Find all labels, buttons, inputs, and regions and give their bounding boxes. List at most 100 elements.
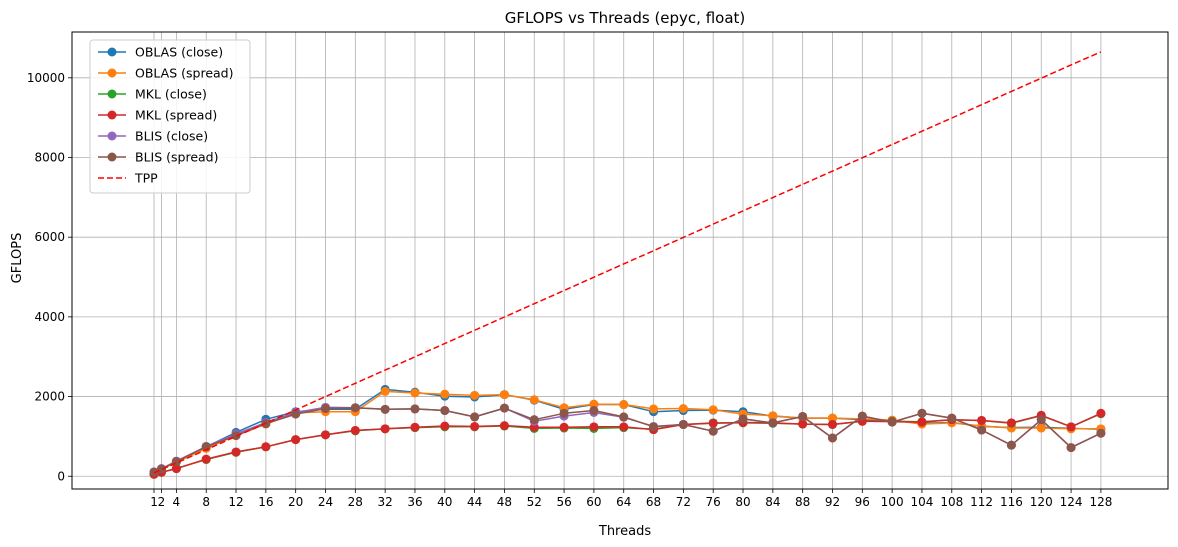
x-tick-label: 2 <box>158 495 166 509</box>
x-tick-label: 96 <box>855 495 870 509</box>
data-point <box>350 425 360 435</box>
y-axis-label: GFLOPS <box>10 233 25 284</box>
data-point <box>1006 440 1016 450</box>
data-point <box>320 430 330 440</box>
x-tick-label: 92 <box>825 495 840 509</box>
x-tick-label: 68 <box>646 495 661 509</box>
data-point <box>678 404 688 414</box>
data-point <box>738 414 748 424</box>
data-point <box>1036 415 1046 425</box>
x-tick-label: 76 <box>706 495 721 509</box>
series-5 <box>149 403 1106 477</box>
data-point <box>708 418 718 428</box>
data-point <box>380 424 390 434</box>
data-point <box>977 425 987 435</box>
data-point <box>410 388 420 398</box>
data-point <box>619 400 629 410</box>
data-point <box>440 421 450 431</box>
data-point <box>1036 423 1046 433</box>
y-tick-label: 10000 <box>27 71 65 85</box>
data-point <box>380 386 390 396</box>
legend-item: BLIS (spread) <box>98 150 218 165</box>
legend-item: OBLAS (close) <box>98 45 223 60</box>
legend-swatch-marker <box>107 110 117 120</box>
data-point <box>917 408 927 418</box>
data-point <box>350 403 360 413</box>
x-tick-label: 8 <box>202 495 210 509</box>
data-point <box>649 404 659 414</box>
x-axis-label: Threads <box>598 524 651 539</box>
data-point <box>947 413 957 423</box>
x-tick-label: 40 <box>437 495 452 509</box>
data-point <box>1096 408 1106 418</box>
data-point <box>559 422 569 432</box>
x-tick-label: 112 <box>970 495 993 509</box>
x-tick-label: 36 <box>407 495 422 509</box>
data-point <box>499 390 509 400</box>
x-tick-label: 108 <box>940 495 963 509</box>
legend-box <box>89 39 251 194</box>
data-point <box>589 399 599 409</box>
data-point <box>231 447 241 457</box>
x-tick-label: 1 <box>150 495 158 509</box>
x-tick-label: 104 <box>911 495 934 509</box>
y-tick-label: 6000 <box>34 230 65 244</box>
x-tick-label: 16 <box>258 495 273 509</box>
y-tick-label: 8000 <box>34 151 65 165</box>
data-point <box>768 411 778 421</box>
data-point <box>708 426 718 436</box>
series-6 <box>153 51 1102 474</box>
x-tick-label: 64 <box>616 495 631 509</box>
data-point <box>529 395 539 405</box>
legend-item: OBLAS (spread) <box>98 66 233 81</box>
x-tick-label: 20 <box>288 495 303 509</box>
x-tick-label: 88 <box>795 495 810 509</box>
series-layer <box>149 51 1106 479</box>
x-tick-label: 60 <box>586 495 601 509</box>
series-line <box>153 412 1102 476</box>
series-line <box>153 51 1102 474</box>
x-tick-label: 32 <box>378 495 393 509</box>
series-1 <box>149 386 1106 478</box>
x-tick-label: 116 <box>1000 495 1023 509</box>
x-tick-label: 120 <box>1030 495 1053 509</box>
x-tick-label: 44 <box>467 495 482 509</box>
data-point <box>589 406 599 416</box>
legend-label: OBLAS (spread) <box>135 66 233 81</box>
x-axis: 1 2 4 8 12 16 20 24 28 32 36 40 44 48 52 56 60 64 68 72 76 80… <box>150 489 1112 509</box>
data-point <box>380 404 390 414</box>
data-point <box>589 422 599 432</box>
data-point <box>857 411 867 421</box>
legend-label: MKL (close) <box>135 87 207 102</box>
legend-swatch-marker <box>107 47 117 57</box>
x-tick-label: 72 <box>676 495 691 509</box>
series-line <box>153 406 1102 473</box>
legend-label: BLIS (close) <box>135 129 208 144</box>
legend-item: MKL (close) <box>98 87 207 102</box>
data-point <box>320 404 330 414</box>
x-tick-label: 84 <box>765 495 780 509</box>
data-point <box>1096 428 1106 438</box>
data-point <box>410 422 420 432</box>
data-point <box>708 405 718 415</box>
data-point <box>619 412 629 422</box>
data-point <box>798 411 808 421</box>
legend-swatch-marker <box>107 89 117 99</box>
data-point <box>201 454 211 464</box>
data-point <box>410 404 420 414</box>
data-point <box>1066 443 1076 453</box>
plot-area <box>71 31 1169 490</box>
y-tick-label: 0 <box>57 469 65 483</box>
x-tick-label: 124 <box>1060 495 1083 509</box>
x-tick-label: 24 <box>318 495 333 509</box>
data-point <box>827 413 837 423</box>
data-point <box>559 408 569 418</box>
legend-swatch-marker <box>107 152 117 162</box>
data-point <box>827 419 837 429</box>
legend-item: BLIS (close) <box>98 129 208 144</box>
data-point <box>440 406 450 416</box>
x-tick-label: 80 <box>735 495 750 509</box>
chart-title: GFLOPS vs Threads (epyc, float) <box>505 9 746 27</box>
data-point <box>678 419 688 429</box>
data-point <box>499 403 509 413</box>
